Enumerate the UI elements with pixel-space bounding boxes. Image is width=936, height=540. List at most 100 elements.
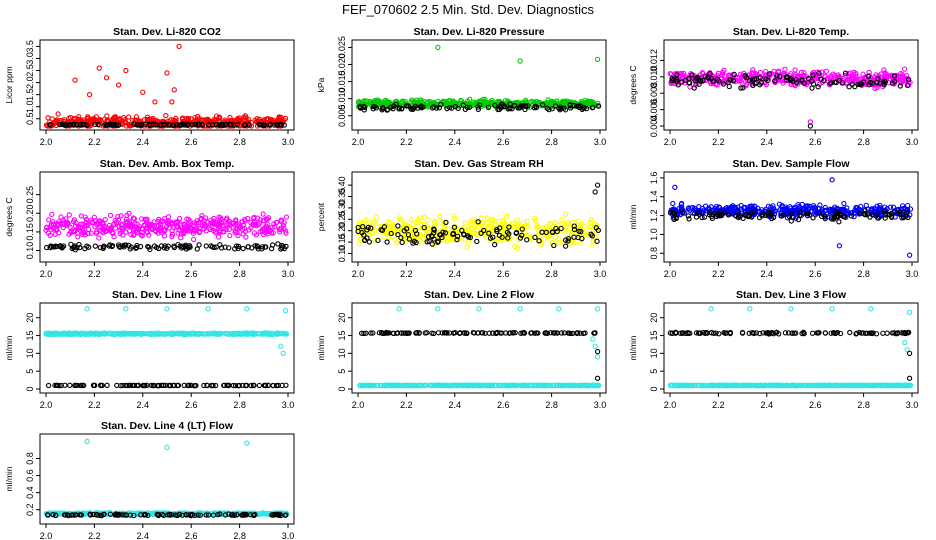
data-point xyxy=(210,219,216,225)
data-point xyxy=(739,73,745,80)
data-point xyxy=(391,103,397,109)
x-tick-label: 2.6 xyxy=(185,137,198,147)
data-point xyxy=(575,218,581,224)
outlier-point xyxy=(517,58,523,64)
data-point xyxy=(222,244,228,250)
plot-frame xyxy=(663,39,919,131)
data-point xyxy=(726,83,732,90)
data-point xyxy=(558,105,564,112)
data-point xyxy=(131,216,138,222)
data-point xyxy=(882,70,888,76)
data-point xyxy=(94,220,101,226)
y-tick-label: 0.35 xyxy=(337,188,347,206)
data-point xyxy=(482,96,488,102)
data-point xyxy=(65,122,71,128)
data-point xyxy=(117,244,123,250)
data-point xyxy=(175,241,181,248)
outlier-point xyxy=(807,123,814,129)
data-point xyxy=(131,121,137,127)
data-point xyxy=(242,228,249,234)
data-point xyxy=(841,200,847,207)
outlier-point xyxy=(708,306,714,312)
x-tick-label: 2.4 xyxy=(761,137,774,147)
outlier-point xyxy=(906,309,913,315)
y-tick-label: 0.004 xyxy=(649,115,659,138)
data-point xyxy=(93,230,100,236)
data-point xyxy=(464,244,470,250)
data-point xyxy=(235,232,241,239)
data-point xyxy=(480,96,486,103)
y-tick-label: 0.5 xyxy=(25,113,35,126)
outlier-point xyxy=(171,87,177,93)
data-point xyxy=(104,382,110,388)
data-point xyxy=(196,242,202,248)
data-point xyxy=(158,221,164,228)
data-point xyxy=(153,228,159,235)
data-point xyxy=(361,101,367,107)
panel-title: Stan. Dev. Li-820 CO2 xyxy=(113,26,221,38)
data-point xyxy=(670,200,676,207)
data-point xyxy=(433,105,440,111)
data-point xyxy=(260,122,266,129)
x-tick-label: 3.0 xyxy=(906,137,919,147)
y-tick-label: 0.010 xyxy=(337,87,347,110)
data-point xyxy=(175,218,181,225)
data-point xyxy=(710,78,717,84)
data-point xyxy=(194,246,200,252)
data-point xyxy=(74,122,80,128)
data-point xyxy=(101,223,108,229)
data-point xyxy=(80,122,86,128)
data-point xyxy=(460,102,466,108)
data-point xyxy=(48,227,54,233)
data-point xyxy=(158,218,164,225)
x-tick-label: 2.2 xyxy=(712,269,725,279)
y-tick-label: 0.015 xyxy=(337,70,347,93)
data-point xyxy=(696,81,702,87)
data-point xyxy=(144,114,151,120)
outlier-point xyxy=(590,336,596,342)
plot-frame xyxy=(39,171,295,263)
data-point xyxy=(757,69,764,76)
data-point xyxy=(187,228,193,234)
data-point xyxy=(357,103,363,110)
y-tick-label: 1.0 xyxy=(649,228,659,241)
data-point xyxy=(790,78,796,84)
data-point xyxy=(835,72,841,78)
y-tick-label: 0.8 xyxy=(649,247,659,260)
data-point xyxy=(577,240,583,246)
data-point xyxy=(161,121,168,127)
data-point xyxy=(590,102,597,108)
data-point xyxy=(273,219,280,226)
data-point xyxy=(590,104,596,110)
data-point xyxy=(139,122,145,128)
data-point xyxy=(102,216,108,223)
y-axis-label: ml/min xyxy=(628,335,638,360)
data-point xyxy=(280,243,286,249)
data-point xyxy=(774,73,780,79)
data-point xyxy=(371,103,377,110)
outlier-point xyxy=(396,306,402,312)
data-point xyxy=(54,227,60,233)
y-tick-label: 10 xyxy=(649,348,659,358)
data-point xyxy=(880,330,886,336)
data-point xyxy=(134,242,140,249)
data-point xyxy=(901,66,908,72)
x-tick-label: 2.4 xyxy=(449,137,462,147)
data-point xyxy=(146,232,152,238)
data-point xyxy=(730,78,737,84)
data-point xyxy=(120,232,126,238)
y-axis-label: kPa xyxy=(316,77,326,92)
data-point xyxy=(58,214,64,220)
outlier-point xyxy=(115,82,122,88)
outlier-point xyxy=(868,306,874,312)
data-point xyxy=(567,105,574,111)
data-point xyxy=(380,234,387,240)
data-point xyxy=(250,222,256,228)
x-tick-label: 2.4 xyxy=(761,269,774,279)
outlier-point xyxy=(594,56,601,63)
data-point xyxy=(242,113,249,119)
data-point xyxy=(254,243,261,250)
y-tick-label: 0.25 xyxy=(25,186,35,204)
